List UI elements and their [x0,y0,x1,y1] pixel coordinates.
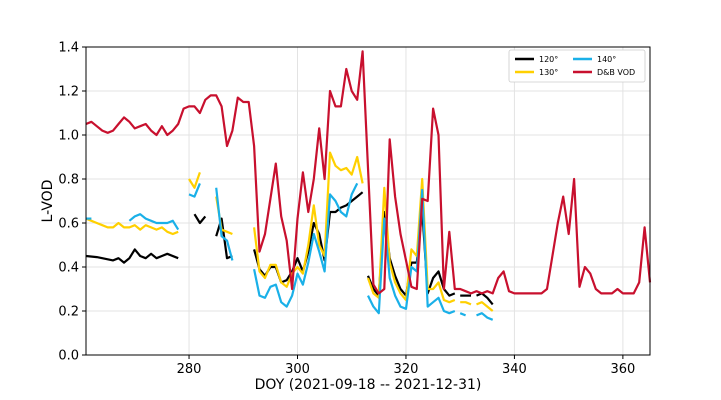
series-line-segment [476,312,494,321]
x-axis-label: DOY (2021-09-18 -- 2021-12-31) [255,377,482,393]
plot-background [86,47,650,355]
series-line-segment [460,301,472,306]
x-tick-label: 280 [177,362,202,377]
y-tick-label: 0.0 [58,349,79,364]
ticks: 280 300 320 340 360 0.0 0.2 0.4 0.6 0.8 1.0 1.2 1.4 [58,41,635,378]
y-tick-label: 0.6 [58,217,79,232]
series-line-segment [367,188,456,315]
y-tick-label: 1.2 [58,85,79,100]
legend-label-db-vod: D&B VOD [597,68,635,77]
y-axis-label: L-VOD [40,180,56,223]
y-tick-label: 0.8 [58,173,79,188]
series-line-segment [476,292,494,306]
series-line-segment [253,191,364,284]
series-line-segment [215,187,234,261]
series-line-segment [188,172,201,189]
y-tick-label: 0.2 [58,305,79,320]
plot-frame [85,46,651,356]
legend: 120° 130° 140° D&B VOD [508,49,646,83]
x-tick-label: 300 [285,362,310,377]
legend-label-130: 130° [539,68,558,77]
series-line-segment [85,248,179,264]
y-tick-label: 0.4 [58,261,79,276]
x-tick-label: 320 [394,362,419,377]
legend-box [508,49,646,83]
series-line-segment [193,213,207,225]
series-line-segment [188,182,201,198]
series-line-segment [85,217,179,236]
series-line-segment [85,50,652,295]
series-line-segment [459,312,467,317]
series-3 [85,50,652,295]
legend-label-120: 120° [539,55,558,64]
legend-label-140: 140° [597,55,616,64]
series-lines [85,50,652,321]
series-line-segment [476,301,494,312]
series-2 [86,182,494,321]
x-tick-label: 360 [610,362,635,377]
series-line-segment [253,182,359,308]
y-tick-label: 1.4 [58,41,79,56]
series-1 [85,151,494,312]
x-tick-label: 340 [502,362,527,377]
y-tick-label: 1.0 [58,129,79,144]
series-line-segment [253,151,364,288]
series-line-segment [128,213,180,231]
series-line-segment [366,177,456,304]
